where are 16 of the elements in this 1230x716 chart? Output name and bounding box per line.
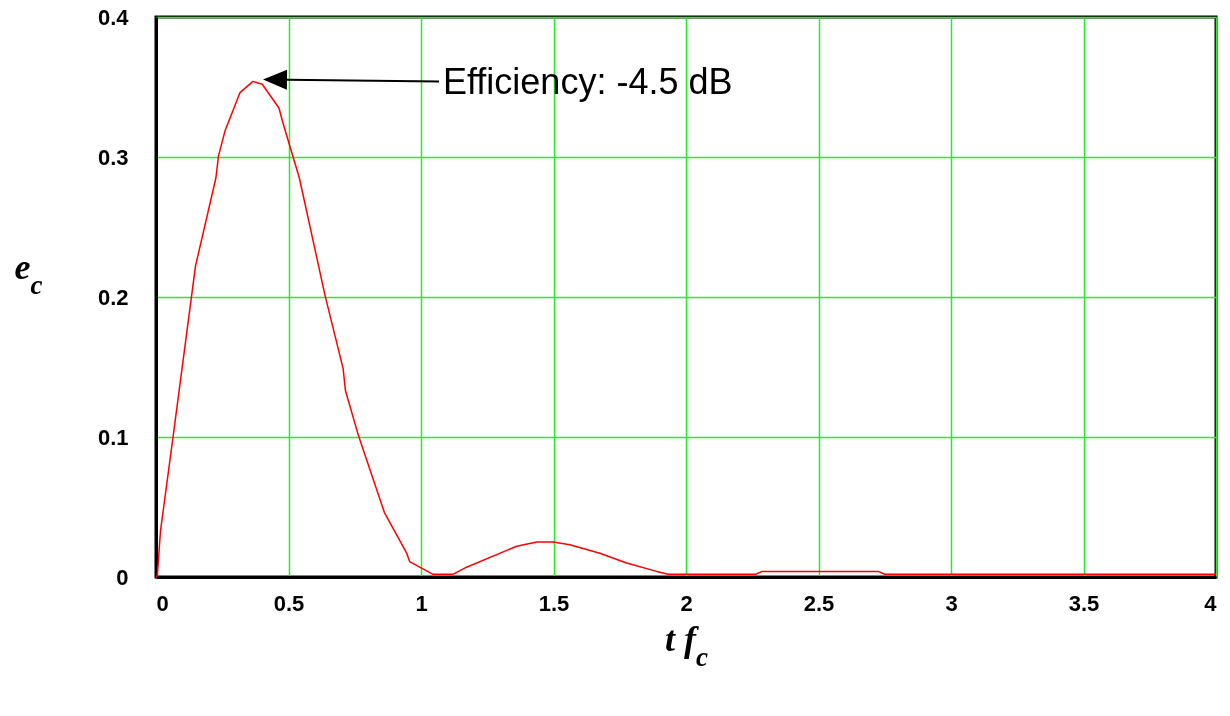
- y-axis-title: e$_{c}$: [14, 246, 43, 300]
- x-tick-label: 3: [945, 590, 958, 616]
- x-tick-label: 0: [156, 590, 169, 616]
- y-tick-label: 0.4: [97, 4, 130, 30]
- x-tick-label: 0.5: [273, 590, 305, 616]
- x-tick-label: 2.5: [803, 590, 835, 616]
- y-tick-label: 0: [116, 564, 129, 590]
- y-tick-label: 0.1: [97, 424, 129, 450]
- x-tick-label: 3.5: [1068, 590, 1100, 616]
- x-tick-label: 4: [1204, 590, 1218, 616]
- x-tick-label: 1: [415, 590, 428, 616]
- x-tick-label: 1.5: [538, 590, 570, 616]
- y-tick-label: 0.2: [97, 284, 129, 310]
- x-tick-label: 2: [680, 590, 693, 616]
- y-tick-label: 0.3: [97, 144, 129, 170]
- x-axis-title: t f$_{c}$: [665, 618, 709, 672]
